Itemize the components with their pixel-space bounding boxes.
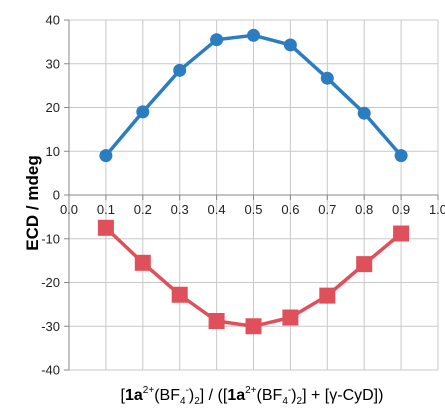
data-point	[136, 105, 150, 119]
data-point	[393, 225, 410, 242]
y-tick-label: 40	[46, 13, 60, 28]
y-tick-label: 30	[46, 56, 60, 71]
data-point	[245, 318, 262, 335]
series-group	[97, 28, 410, 335]
data-point	[99, 149, 113, 163]
data-point	[319, 287, 336, 304]
x-tick-label: 0.6	[281, 202, 299, 217]
axes	[64, 19, 439, 371]
data-point	[134, 254, 151, 271]
x-tick-label: 0.8	[355, 202, 373, 217]
y-tick-label: -10	[41, 231, 60, 246]
y-tick-labels: 40 30 20 10 0 -10 -20 -30 -40	[41, 13, 60, 378]
data-point	[282, 309, 299, 326]
data-point	[357, 106, 371, 120]
x-tick-label: 0.4	[208, 202, 226, 217]
series-2	[97, 219, 410, 335]
x-tick-label: 0.2	[134, 202, 152, 217]
x-tick-label: 1.0	[429, 202, 445, 217]
data-point	[210, 33, 224, 47]
data-point	[320, 71, 334, 85]
x-tick-label: 0.0	[60, 202, 78, 217]
x-tick-labels: 0.0 0.1 0.2 0.3 0.4 0.5 0.6 0.7 0.8 0.9 1.0	[60, 202, 445, 217]
x-axis-label: [1a2+(BF4-)2] / ([1a2+(BF4-)2] + [γ-CyD]…	[121, 385, 384, 407]
data-point	[283, 38, 297, 52]
y-tick-label: 10	[46, 144, 60, 159]
data-point	[173, 63, 187, 77]
y-axis-label: ECD / mdeg	[23, 155, 42, 250]
data-point	[247, 28, 260, 42]
data-point	[97, 219, 114, 236]
data-point	[208, 313, 225, 329]
x-tick-label: 0.3	[171, 202, 189, 217]
y-tick-label: -40	[41, 363, 60, 378]
x-tick-label: 0.5	[244, 202, 262, 217]
y-tick-label: -20	[41, 275, 60, 290]
x-tick-label: 0.1	[97, 202, 115, 217]
data-point	[394, 149, 408, 163]
x-tick-label: 0.9	[392, 202, 410, 217]
y-tick-label: -30	[41, 319, 60, 334]
x-tick-label: 0.7	[318, 202, 336, 217]
data-point	[356, 256, 373, 273]
series-1	[99, 28, 408, 163]
data-point	[171, 286, 188, 303]
y-tick-label: 20	[46, 100, 60, 115]
y-tick-label: 0	[53, 188, 60, 203]
